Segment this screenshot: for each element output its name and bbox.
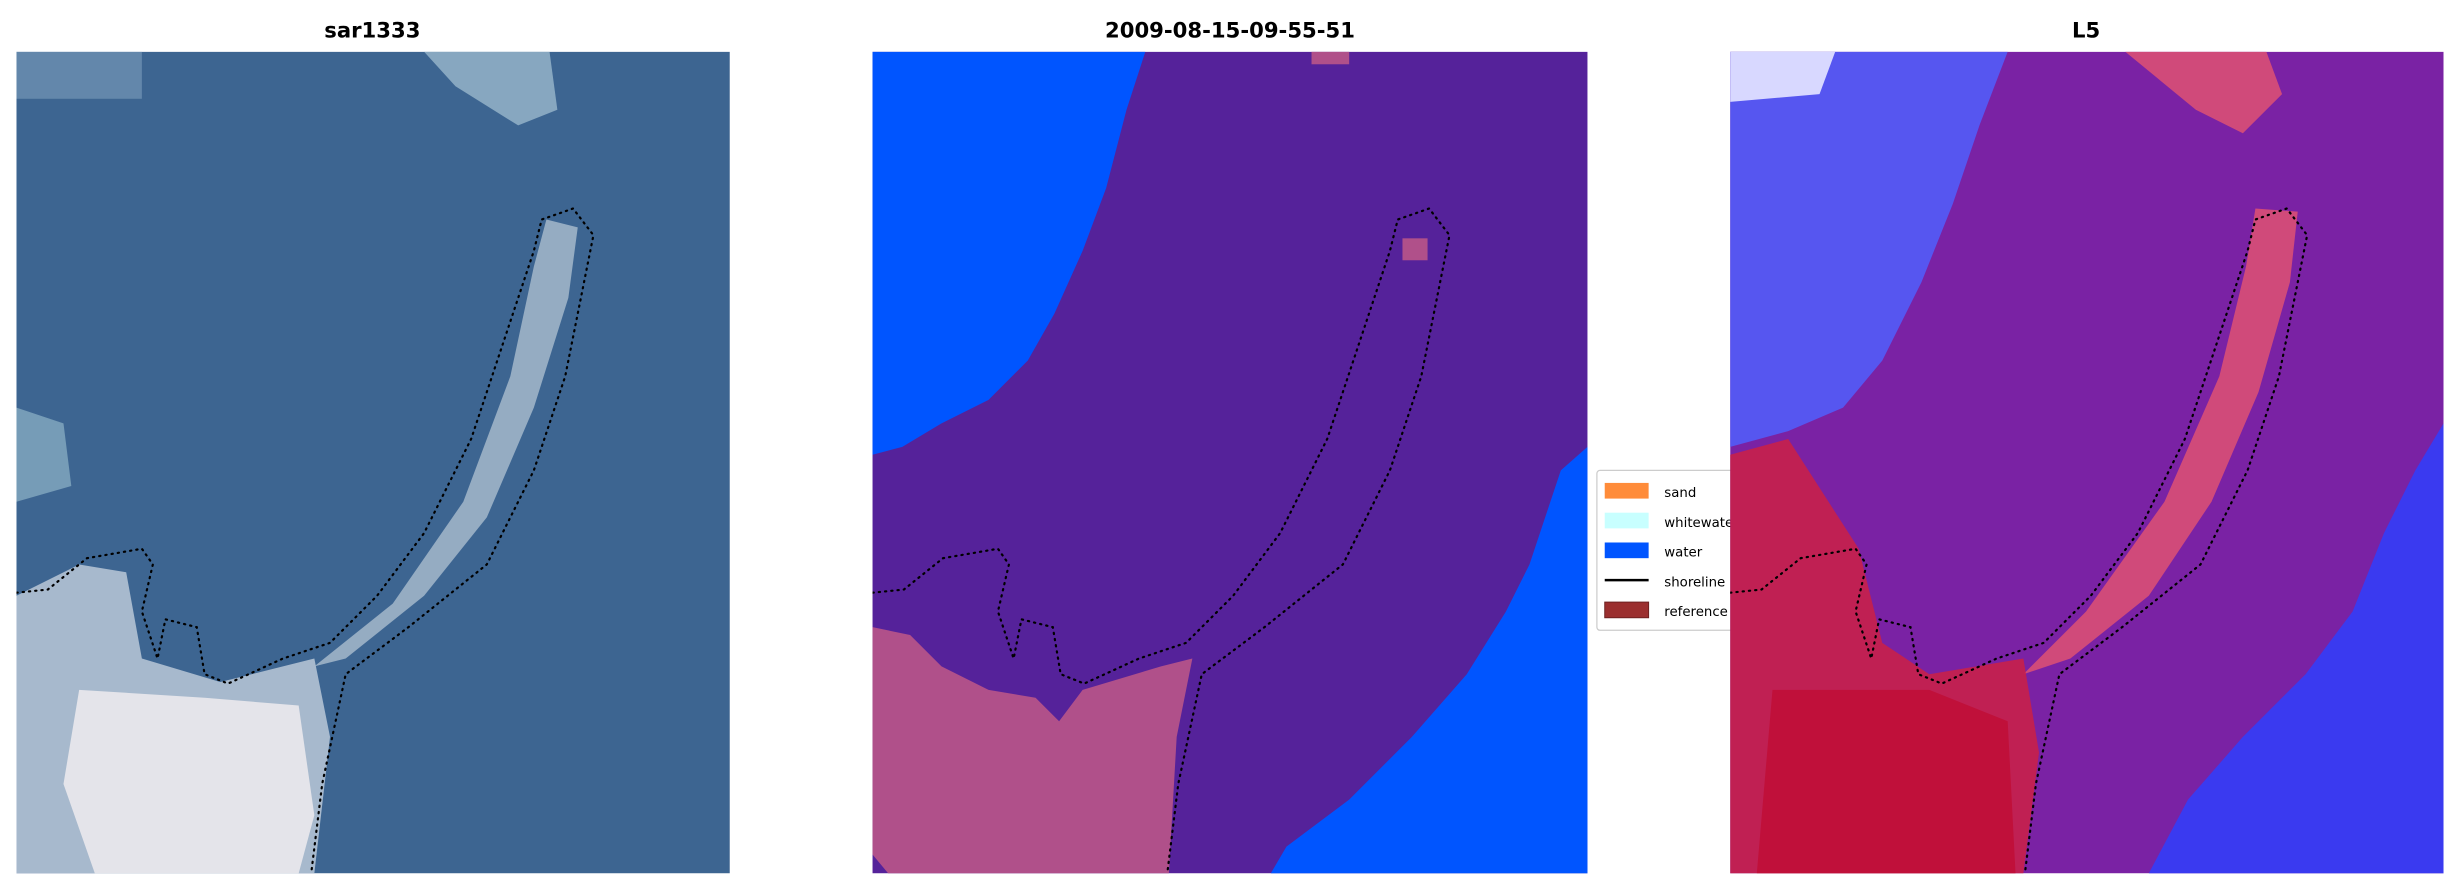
l5-sand xyxy=(2125,51,2283,134)
rgb-bright-patch xyxy=(16,407,72,502)
legend-label-reference: reference xyxy=(1664,605,1728,620)
legend-swatch-sand xyxy=(1604,482,1649,499)
legend-swatch-water xyxy=(1604,542,1649,559)
l5-sand-core xyxy=(1756,689,2016,874)
l5-water-left xyxy=(1730,51,2008,447)
class-water-right xyxy=(1270,446,1588,874)
rgb-sandspit xyxy=(314,219,578,667)
panel-title-rgb: sar1333 xyxy=(324,18,420,43)
legend-label-shoreline: shoreline xyxy=(1664,575,1725,590)
panel-title-classified: 2009-08-15-09-55-51 xyxy=(1105,18,1355,43)
legend-label-whitewater: whitewater xyxy=(1664,516,1739,531)
classification-panel xyxy=(872,51,1588,874)
legend-label-sand: sand xyxy=(1664,486,1696,501)
rgb-bright-land xyxy=(63,689,315,874)
rgb-image-panel xyxy=(16,51,730,874)
l5-water-right xyxy=(2148,423,2444,874)
legend: sand whitewater water shoreline referenc… xyxy=(1596,469,1770,631)
l5-sandspit xyxy=(2023,208,2298,675)
legend-swatch-whitewater xyxy=(1604,512,1649,529)
l5-bright-patch xyxy=(1730,51,1836,102)
l5-panel xyxy=(1730,51,2444,874)
panel-title-l5: L5 xyxy=(2072,18,2100,43)
legend-label-water: water xyxy=(1664,546,1702,561)
class-water-left xyxy=(872,51,1146,455)
rgb-bright-patch xyxy=(424,51,558,126)
class-sand-overlay xyxy=(872,627,1193,874)
legend-swatch-reference xyxy=(1604,601,1650,619)
class-sand-overlay xyxy=(1311,51,1350,65)
class-sand-overlay xyxy=(1402,238,1428,261)
rgb-bright-patch xyxy=(16,51,142,99)
